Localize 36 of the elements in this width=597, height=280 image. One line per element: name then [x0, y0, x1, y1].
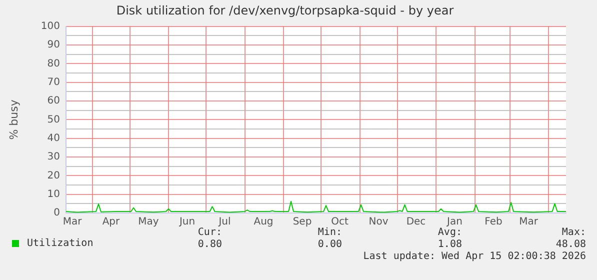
y-tick-label: 90: [47, 40, 60, 51]
x-tick-label: Dec: [406, 216, 426, 228]
x-tick-label: Nov: [368, 216, 388, 228]
y-tick-label: 100: [40, 20, 60, 32]
y-tick-label: 60: [47, 96, 60, 107]
text: 0.00: [318, 239, 342, 250]
y-tick-label: 70: [47, 76, 60, 88]
y-tick-label: 20: [47, 170, 60, 182]
text: Last update: Wed Apr 15 02:00:38 2026: [363, 251, 586, 262]
x-tick-label: Apr: [102, 216, 121, 228]
x-tick-label: May: [138, 216, 159, 228]
legend-label: Utilization: [27, 238, 94, 249]
y-tick-label: 80: [47, 58, 60, 70]
y-tick-label: 0: [54, 208, 60, 219]
chart-title: Disk utilization for /dev/xenvg/torpsapka-squid - by year: [116, 3, 454, 18]
y-axis-title: % busy: [7, 99, 20, 140]
x-tick-label: Jul: [218, 216, 231, 228]
x-tick-label: Sep: [292, 216, 312, 228]
x-tick-label: Feb: [484, 216, 502, 228]
text: 0.80: [198, 239, 222, 250]
x-tick-label: Jun: [178, 216, 196, 228]
x-tick-label: Mar: [62, 216, 83, 228]
x-tick-label: Aug: [254, 216, 274, 228]
text: 48.08: [556, 239, 586, 250]
text: Max:: [562, 227, 586, 238]
y-tick-label: 30: [47, 152, 60, 163]
y-tick-label: 10: [47, 188, 60, 200]
text: Avg:: [438, 227, 462, 238]
x-tick-label: Jan: [446, 216, 462, 228]
x-tick-label: Oct: [331, 216, 348, 228]
y-tick-label: 40: [47, 132, 60, 144]
text: Cur:: [198, 227, 222, 238]
text: Min:: [318, 227, 342, 238]
y-tick-label: 50: [47, 114, 60, 126]
x-tick-label: Mar: [519, 216, 539, 228]
text: 1.08: [438, 239, 462, 250]
